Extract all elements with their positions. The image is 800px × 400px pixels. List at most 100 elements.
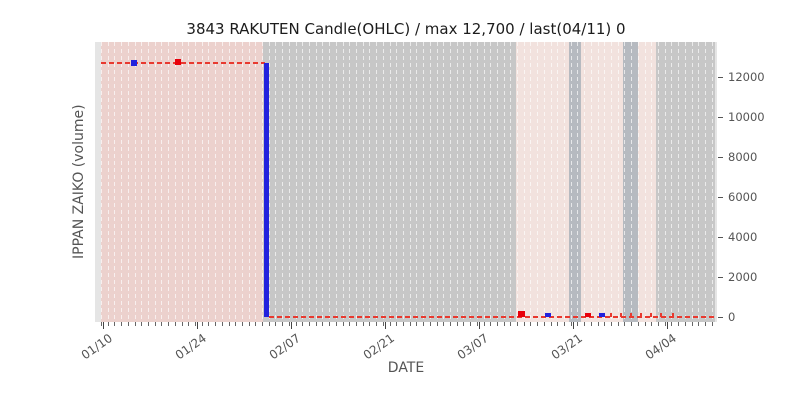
candle [175, 59, 182, 65]
y-tick-label: 4000 [728, 229, 758, 244]
x-minor-tick [577, 322, 579, 326]
x-minor-tick [101, 322, 102, 326]
x-minor-tick [362, 322, 364, 326]
x-minor-tick [550, 322, 552, 326]
y-tick [718, 317, 723, 318]
background-band [623, 42, 638, 322]
gridline [389, 42, 391, 322]
x-minor-tick [282, 322, 284, 326]
gridline [382, 42, 384, 322]
x-minor-tick [302, 322, 304, 326]
y-tick [718, 156, 723, 158]
gridline [141, 42, 143, 322]
background-band [516, 42, 569, 322]
gridline [698, 42, 700, 322]
gridline [168, 42, 170, 322]
x-minor-tick [288, 322, 290, 326]
y-tick-label: 8000 [728, 149, 758, 164]
x-minor-tick [496, 322, 498, 326]
gridline [671, 42, 673, 322]
gridline [456, 42, 458, 322]
x-minor-tick [262, 322, 263, 326]
gridline [248, 42, 250, 322]
gridline [295, 42, 297, 322]
x-minor-tick [517, 322, 518, 326]
x-minor-tick [483, 322, 485, 326]
plot-area [95, 42, 717, 322]
gridline [537, 42, 539, 322]
x-minor-tick [476, 322, 478, 326]
gridline [201, 42, 203, 322]
gridline [684, 42, 686, 322]
x-minor-tick [503, 322, 505, 326]
x-minor-tick [644, 322, 646, 326]
x-axis-label: DATE [387, 360, 425, 376]
gridline [517, 42, 518, 322]
x-minor-tick [449, 322, 451, 326]
x-minor-tick [141, 322, 143, 326]
gridline [590, 42, 592, 322]
candle [620, 312, 622, 317]
gridline [208, 42, 210, 322]
gridline [148, 42, 149, 322]
x-minor-tick [684, 322, 686, 326]
gridline [309, 42, 310, 322]
gridline [503, 42, 505, 322]
gridline [463, 42, 465, 322]
x-major-tick [572, 322, 574, 329]
candle [630, 312, 633, 317]
candle [264, 62, 270, 317]
x-minor-tick [423, 322, 425, 326]
gridline [523, 42, 525, 322]
gridline [356, 42, 357, 322]
gridline [241, 42, 243, 322]
candle [130, 60, 137, 67]
gridline [644, 42, 646, 322]
gridline [329, 42, 331, 322]
gridline [302, 42, 304, 322]
x-minor-tick [114, 322, 116, 326]
x-minor-tick [342, 322, 344, 326]
x-major-tick [290, 322, 292, 329]
x-minor-tick [335, 322, 337, 326]
x-minor-tick [315, 322, 317, 326]
y-tick [718, 116, 723, 118]
gridline [194, 42, 196, 322]
gridline [235, 42, 237, 322]
gridline [476, 42, 478, 322]
chart-title: 3843 RAKUTEN Candle(OHLC) / max 12,700 /… [186, 20, 626, 38]
close-line-segment [269, 316, 716, 318]
candle [609, 312, 612, 317]
candle [585, 313, 592, 317]
gridline [134, 42, 136, 322]
close-line-segment [100, 61, 265, 64]
gridline [275, 42, 277, 322]
gridline [282, 42, 284, 322]
y-tick-label: 6000 [728, 189, 758, 204]
x-minor-tick [711, 322, 713, 326]
x-minor-tick [443, 322, 445, 326]
gridline [550, 42, 552, 322]
x-minor-tick [107, 322, 109, 326]
x-minor-tick [174, 322, 176, 326]
x-minor-tick [590, 322, 592, 326]
x-minor-tick [597, 322, 599, 326]
y-tick-label: 12000 [728, 69, 765, 84]
x-minor-tick [631, 322, 633, 326]
gridline [624, 42, 626, 322]
y-axis-label: IPPAN ZAIKO (volume) [71, 104, 87, 260]
gridline [490, 42, 492, 322]
x-minor-tick [610, 322, 612, 326]
gridline [657, 42, 659, 322]
gridline [255, 42, 257, 322]
gridline [107, 42, 109, 322]
gridline [483, 42, 485, 322]
x-minor-tick [154, 322, 156, 326]
x-minor-tick [295, 322, 297, 326]
x-minor-tick [349, 322, 351, 326]
gridline [449, 42, 451, 322]
x-minor-tick [564, 322, 565, 326]
gridline [228, 42, 230, 322]
x-minor-tick [194, 322, 196, 326]
gridline [443, 42, 445, 322]
